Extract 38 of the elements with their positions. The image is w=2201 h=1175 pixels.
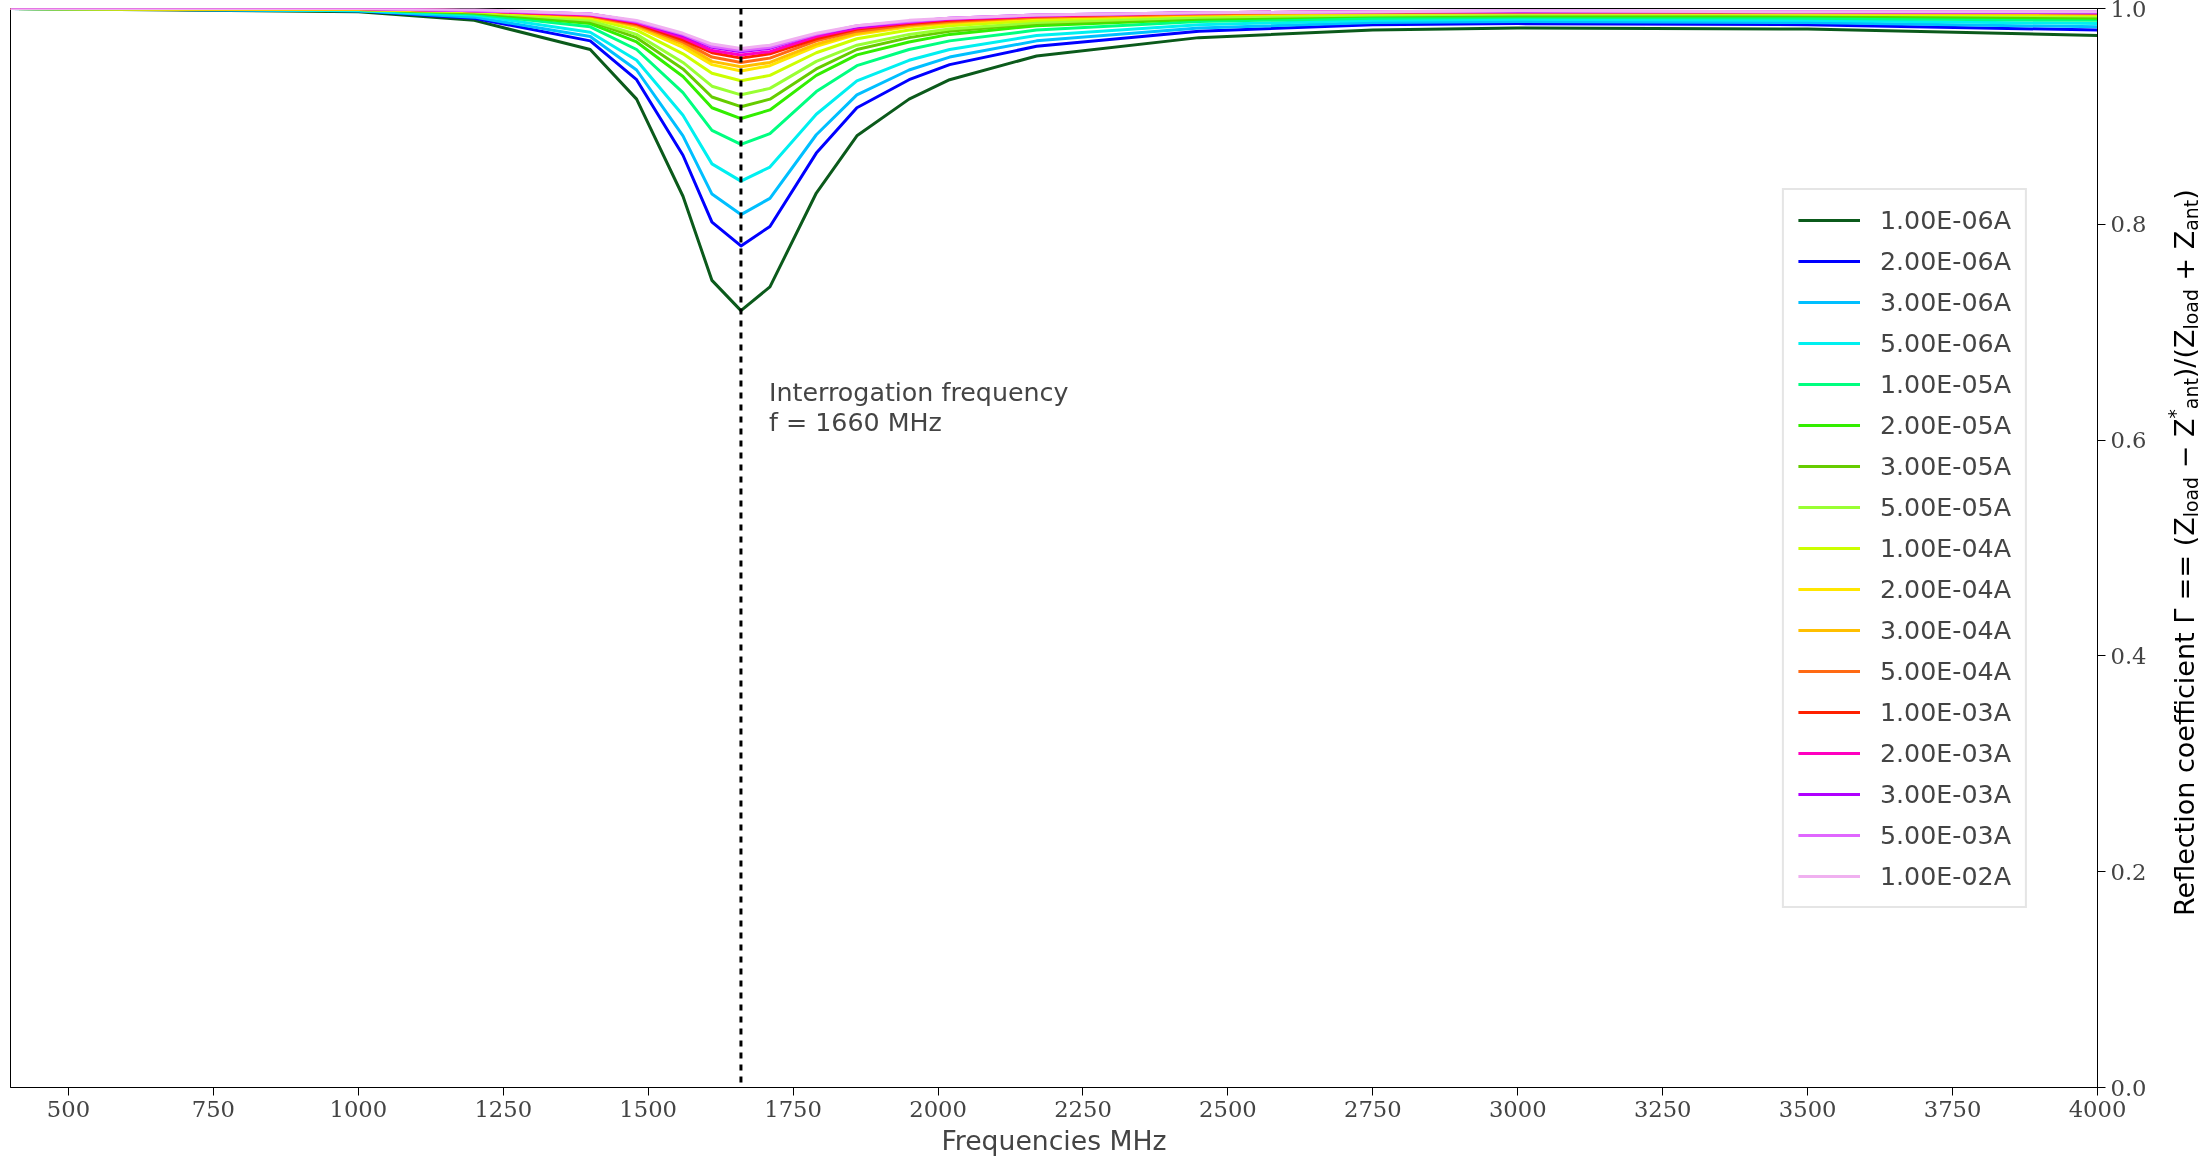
- y-tick-label: 0.6: [2110, 427, 2147, 454]
- x-tick-label: 2250: [1054, 1095, 1112, 1122]
- x-axis-title: Frequencies MHz: [941, 1124, 1167, 1156]
- y-tick-label: 1.0: [2110, 0, 2147, 22]
- x-tick-label: 2000: [909, 1095, 967, 1122]
- legend-label: 5.00E-03A: [1879, 818, 2011, 851]
- y-tick-label: 0.4: [2110, 642, 2147, 669]
- x-tick-label: 750: [191, 1095, 236, 1122]
- x-tick-label: 1750: [764, 1095, 822, 1122]
- legend-label: 1.00E-06A: [1879, 203, 2011, 236]
- legend-label: 2.00E-04A: [1879, 572, 2011, 605]
- x-tick-label: 3500: [1778, 1095, 1837, 1122]
- legend-label: 3.00E-03A: [1879, 777, 2011, 810]
- x-tick-label: 2750: [1344, 1095, 1402, 1122]
- legend-label: 1.00E-05A: [1879, 367, 2011, 400]
- x-tick-label: 1000: [329, 1095, 388, 1122]
- legend-label: 2.00E-06A: [1879, 244, 2011, 277]
- legend-label: 2.00E-03A: [1879, 736, 2011, 769]
- legend-label: 5.00E-04A: [1879, 654, 2011, 687]
- legend-label: 3.00E-05A: [1879, 449, 2011, 482]
- legend-label: 1.00E-04A: [1879, 531, 2011, 564]
- y-tick-label: 0.8: [2110, 211, 2147, 238]
- legend-label: 1.00E-02A: [1879, 859, 2011, 892]
- x-tick-label: 3250: [1633, 1095, 1692, 1122]
- x-tick-label: 500: [46, 1095, 91, 1122]
- legend-label: 5.00E-06A: [1879, 326, 2011, 359]
- legend-label: 3.00E-06A: [1879, 285, 2011, 318]
- x-tick-label: 1500: [619, 1095, 678, 1122]
- legend-label: 1.00E-03A: [1879, 695, 2011, 728]
- y-tick-label: 0.2: [2110, 858, 2147, 885]
- legend-label: 5.00E-05A: [1879, 490, 2011, 523]
- x-tick-label: 2500: [1199, 1095, 1257, 1122]
- legend-label: 2.00E-05A: [1879, 408, 2011, 441]
- x-tick-label: 3750: [1923, 1095, 1982, 1122]
- x-tick-label: 1250: [474, 1095, 533, 1122]
- legend-label: 3.00E-04A: [1879, 613, 2011, 646]
- ref-line-label: Interrogation frequency f = 1660 MHz: [768, 376, 1069, 437]
- x-tick-label: 3000: [1488, 1095, 1547, 1122]
